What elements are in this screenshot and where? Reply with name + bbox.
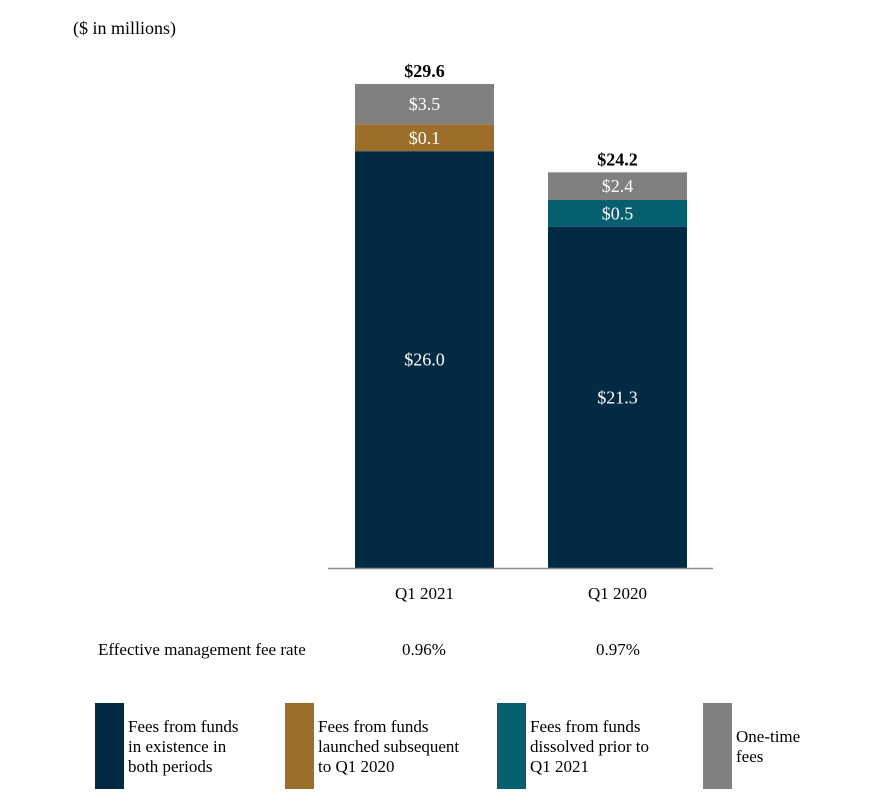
data-label: $2.4	[602, 176, 634, 196]
bar-segment	[548, 172, 687, 200]
legend-swatch	[497, 703, 526, 789]
legend-label: Fees from funds dissolved prior to Q1 20…	[530, 717, 649, 776]
data-label: $0.1	[409, 128, 441, 148]
data-label: $26.0	[404, 350, 445, 370]
legend-item-launched-funds: Fees from funds launched subsequent to Q…	[285, 703, 475, 789]
x-tick-label: Q1 2020	[588, 584, 647, 603]
legend-item-dissolved-funds: Fees from funds dissolved prior to Q1 20…	[497, 703, 687, 789]
fee-rate-q1-2020: 0.97%	[596, 640, 640, 659]
legend-item-one-time-fees: One-time fees	[703, 703, 853, 789]
legend-swatch	[285, 703, 314, 789]
fee-rate-q1-2021: 0.96%	[402, 640, 446, 659]
fee-rate-label: Effective management fee rate	[98, 640, 306, 659]
data-label: $21.3	[597, 387, 638, 407]
data-label: $3.5	[409, 94, 441, 114]
stacked-bar-chart: $3.5 $0.1 $26.0 $29.6 Q1 2021 $2.4 $0.5 $21.3 $2…	[328, 61, 713, 603]
bar-segment	[355, 124, 494, 152]
bar-segment	[355, 151, 494, 569]
data-label: $0.5	[602, 203, 634, 223]
legend-item-existing-funds: Fees from funds in existence in both per…	[95, 703, 285, 789]
total-label: $29.6	[404, 61, 445, 81]
bar-segment	[355, 84, 494, 125]
unit-note: ($ in millions)	[73, 18, 176, 38]
bar-segment	[548, 226, 687, 568]
legend-swatch	[95, 703, 124, 789]
legend-label: Fees from funds in existence in both per…	[128, 717, 239, 776]
legend-swatch	[703, 703, 732, 789]
legend-label: Fees from funds launched subsequent to Q…	[318, 717, 460, 776]
total-label: $24.2	[597, 149, 638, 169]
x-tick-label: Q1 2021	[395, 584, 454, 603]
legend-label: One-time fees	[736, 727, 801, 766]
bar-segment	[548, 199, 687, 227]
